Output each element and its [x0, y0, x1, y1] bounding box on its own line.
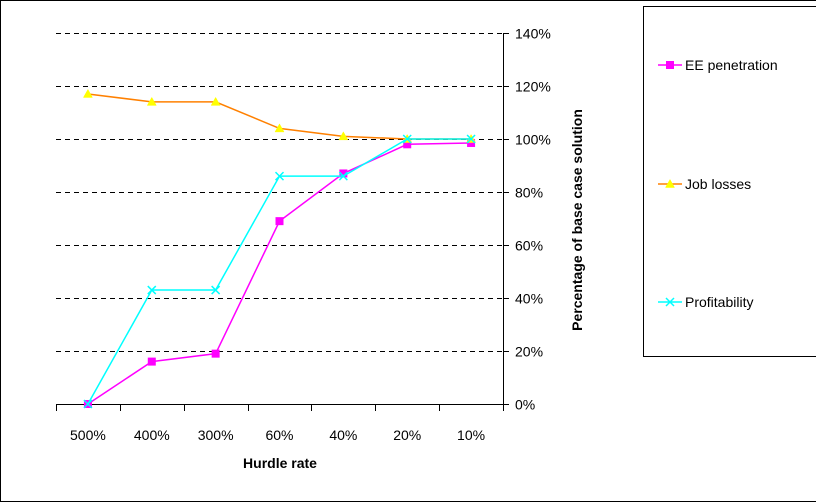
legend-swatch-marker: [665, 178, 675, 188]
x-tick-label: 10%: [457, 427, 485, 443]
legend-label: EE penetration: [685, 57, 778, 73]
data-point: [466, 134, 476, 144]
legend-swatch-marker: [666, 61, 674, 69]
x-tick-label: 300%: [198, 427, 234, 443]
y-tick-label: 120%: [515, 79, 551, 95]
x-tick-labels: 500% 400% 300% 60% 40% 20% 10%: [70, 427, 485, 443]
series: [83, 88, 476, 409]
data-point: [83, 88, 93, 98]
data-point: [274, 171, 285, 181]
data-point: [338, 171, 348, 181]
data-point: [338, 131, 349, 141]
y-tick-label: 0%: [515, 397, 535, 413]
legend-label: Job losses: [685, 176, 751, 192]
data-point: [146, 96, 157, 106]
data-point: [275, 217, 284, 226]
legend-entry: Job losses: [658, 176, 751, 192]
y-tick-label: 80%: [515, 185, 543, 201]
y-tick-label: 20%: [515, 344, 543, 360]
y-tick-label: 140%: [515, 26, 551, 42]
y-axis-title: Percentage of base case solution: [569, 109, 585, 331]
y-tick-labels: 0% 20% 40% 60% 80% 100% 120% 140%: [515, 26, 551, 413]
series-profitability: [83, 134, 476, 409]
data-point: [210, 96, 221, 106]
legend-swatch-marker: [665, 297, 675, 307]
legend-entry: Profitability: [658, 294, 753, 310]
x-axis-title: Hurdle rate: [243, 455, 317, 471]
data-point: [274, 123, 285, 133]
data-point: [83, 399, 93, 409]
data-point: [147, 357, 156, 366]
gridlines: [56, 33, 503, 352]
y-tick-label: 60%: [515, 238, 543, 254]
legend-entry: EE penetration: [658, 57, 778, 73]
x-tick-label: 500%: [70, 427, 106, 443]
x-tick-label: 60%: [265, 427, 293, 443]
data-point: [211, 285, 221, 295]
data-point: [402, 134, 412, 144]
data-point: [147, 285, 157, 295]
axes: [56, 33, 509, 411]
data-point: [211, 349, 220, 358]
legend-label: Profitability: [685, 294, 753, 310]
y-tick-label: 100%: [515, 132, 551, 148]
legend: EE penetration Job losses Profitability: [643, 6, 816, 357]
x-tick-label: 20%: [393, 427, 421, 443]
x-tick-label: 40%: [329, 427, 357, 443]
x-tick-label: 400%: [134, 427, 170, 443]
y-tick-label: 40%: [515, 291, 543, 307]
